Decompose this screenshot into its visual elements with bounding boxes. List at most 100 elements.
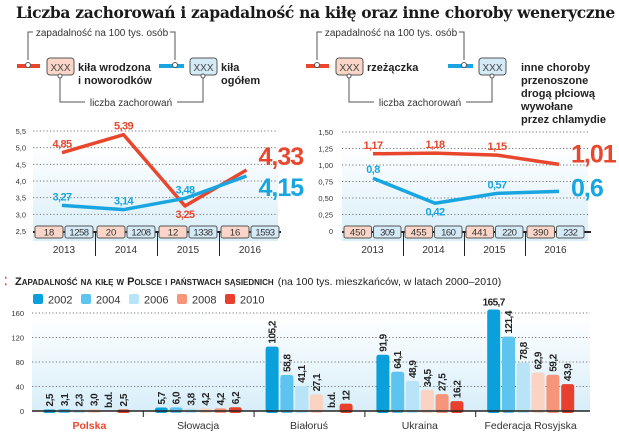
y-tick-label: 3,0 [16, 210, 26, 219]
legend-swatch [177, 294, 187, 304]
count-box [343, 225, 372, 239]
bar [450, 401, 464, 413]
series-name-chlamydie-line: przenoszone [521, 75, 588, 87]
data-label: 3,27 [52, 191, 71, 203]
data-label-latest: 4,15 [259, 174, 305, 202]
count-box [250, 225, 280, 239]
data-label-latest: 4,33 [259, 143, 304, 171]
bar-data-label: 4,2 [216, 392, 227, 405]
series-name-chlamydie-line: drogą płciową [521, 88, 596, 100]
count-box [526, 225, 555, 239]
count-box [373, 225, 402, 239]
bar-data-label: 6,0 [172, 391, 183, 404]
legend-bracket [316, 31, 465, 60]
legend-label: 2008 [192, 295, 216, 307]
bar-data-label: 62,9 [534, 351, 545, 369]
count-box [126, 225, 156, 239]
bar [435, 394, 449, 413]
x-tick-label: 2013 [361, 245, 384, 256]
data-label: 1,15 [487, 141, 506, 153]
bar-data-label: 34,5 [423, 368, 434, 386]
data-label: 1,17 [363, 140, 382, 152]
y-tick-label: 0,25 [318, 211, 333, 220]
bar [169, 407, 183, 413]
series-line-0 [372, 151, 560, 167]
y-tick-label: 1,50 [318, 128, 333, 137]
legend-dot [172, 62, 178, 68]
series-name-kila-ogolem-line2: ogółem [221, 75, 260, 87]
bar-data-label: 59,2 [548, 353, 559, 371]
y-tick-label: 2,5 [16, 227, 26, 236]
y-tick-label: 120 [11, 334, 24, 343]
data-label-latest: 1,01 [571, 140, 617, 168]
x-tick-label: 2015 [483, 245, 506, 256]
bar-data-label: 41,1 [297, 364, 308, 382]
legend-label: 2002 [48, 295, 72, 307]
series-name-chlamydie-line: wywołane [520, 101, 573, 113]
bar [391, 371, 405, 413]
count-box [556, 225, 585, 239]
bar-data-label: 12 [342, 390, 353, 401]
y-tick-label: 0,50 [318, 194, 333, 203]
y-tick-label: 4,5 [16, 160, 26, 169]
bar [376, 354, 390, 413]
bar [310, 394, 323, 413]
bar-data-label: 2,5 [45, 393, 56, 406]
bar-data-label: 3,1 [60, 393, 71, 406]
series-line-1 [61, 174, 248, 212]
count-box [158, 225, 188, 239]
bar [295, 385, 309, 413]
legend-label: 2010 [240, 295, 264, 307]
y-tick-label: 5,0 [16, 144, 26, 153]
bar-data-label: 105,2 [268, 320, 279, 343]
bar-data-label: b.d. [327, 392, 338, 408]
count-box [96, 225, 126, 239]
count-box [220, 225, 250, 239]
series-name-kila-ogolem-line1: kiła [221, 62, 240, 74]
bar-data-label: 4,2 [201, 392, 212, 405]
bar [531, 372, 545, 413]
legend-dot [200, 73, 206, 79]
data-label: 1,18 [425, 139, 444, 151]
bar-data-label: 2,5 [119, 393, 130, 406]
count-value: 18 [44, 228, 55, 239]
bar [420, 389, 434, 413]
bar [516, 362, 530, 413]
count-value: 16 [230, 228, 241, 239]
count-box [434, 225, 463, 239]
count-value: 12 [168, 228, 179, 239]
x-category-label: Federacja Rosyjska [484, 420, 576, 432]
legend-rate-label: zapadalność na 100 tys. osób [36, 28, 169, 39]
count-value: 441 [472, 228, 488, 239]
legend-bracket [59, 76, 204, 103]
y-tick-label: 1,00 [318, 161, 333, 170]
bar-data-label: 165,7 [483, 298, 506, 309]
bar-data-label: b.d. [104, 392, 115, 408]
data-label: 3,14 [114, 196, 134, 208]
legend-dot [25, 62, 31, 68]
y-tick-label: 5,5 [16, 127, 26, 136]
legend-box-text: XXX [193, 63, 213, 74]
count-value: 1258 [69, 228, 88, 239]
data-label-latest: 0,6 [571, 174, 603, 202]
legend-count-label: liczba zachorowań [379, 98, 461, 109]
data-label: 4,85 [52, 139, 71, 151]
count-box [495, 225, 524, 239]
y-tick-label: 80 [16, 358, 24, 367]
x-tick-label: 2013 [53, 245, 76, 256]
y-tick-label: 0 [20, 407, 24, 416]
x-category-label: Ukraina [402, 420, 438, 432]
bar-data-label: 48,9 [408, 360, 419, 378]
bar-chart-title-text: Zapadalność na kiłę w Polsce i państwach… [15, 276, 274, 288]
legend-box-text: XXX [482, 63, 502, 74]
legend-swatch [81, 294, 91, 304]
bar [487, 309, 501, 413]
count-value: 232 [563, 228, 578, 239]
y-tick-label: 0,75 [318, 178, 333, 187]
count-value: 160 [441, 228, 456, 239]
series-name-chlamydie-line: inne choroby [521, 62, 591, 74]
x-tick-label: 2016 [544, 245, 567, 256]
data-label: 3,48 [175, 184, 194, 196]
count-value: 1593 [255, 228, 274, 239]
